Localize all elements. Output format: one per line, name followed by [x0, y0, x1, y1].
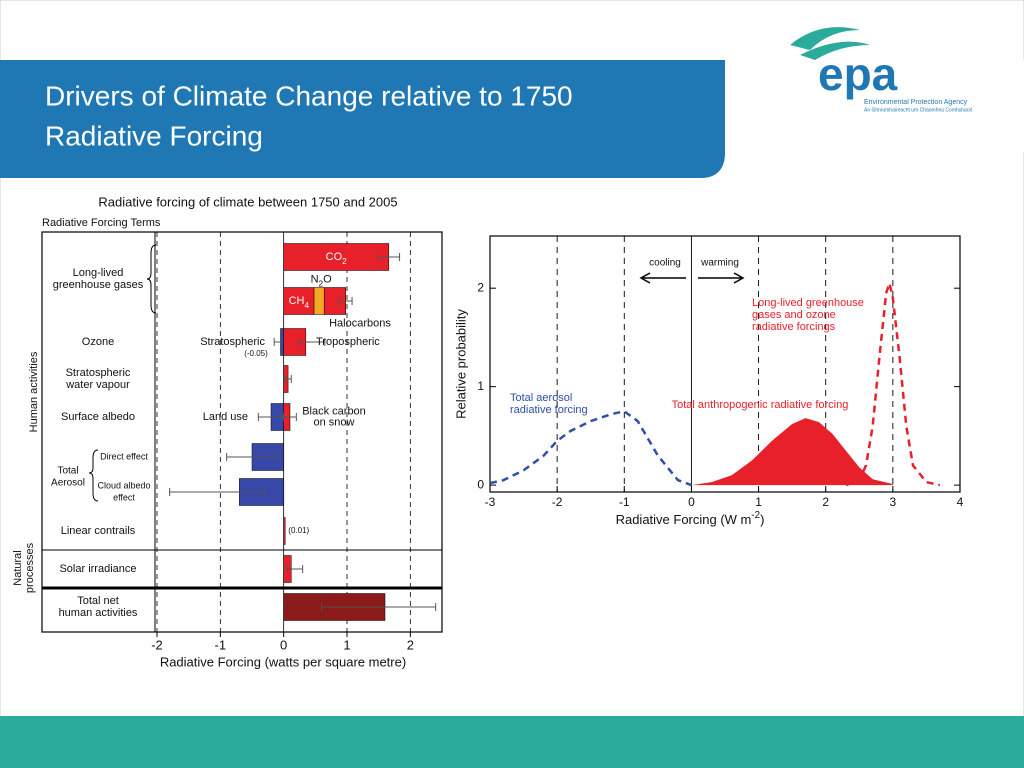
bar	[283, 287, 315, 315]
logo-name: epa	[818, 48, 898, 100]
chart-title: Radiative forcing of climate between 175…	[98, 194, 397, 209]
brace	[88, 449, 99, 502]
bar-label-part: 4	[305, 301, 310, 310]
row-label: Direct effect	[100, 451, 148, 461]
x-axis-label: Radiative Forcing (W m-2)	[616, 510, 765, 527]
bar-label-part: Tropospheric	[316, 336, 380, 348]
row-label: Ozone	[82, 336, 114, 348]
x-axis-label-part: Radiative Forcing (W m	[616, 512, 752, 527]
row-label: human activities	[59, 607, 138, 619]
logo-swoosh	[790, 27, 870, 60]
value-label: (0.01)	[288, 526, 309, 535]
series-label: radiative forcings	[752, 321, 836, 333]
x-tick-label: -3	[485, 495, 496, 509]
logo-area	[725, 60, 1024, 152]
x-axis-label-part: )	[760, 512, 764, 527]
frame	[41, 231, 443, 633]
x-axis-label-part: -2	[751, 510, 760, 521]
row-label: Stratospheric	[66, 367, 131, 379]
chart-subtitle: Radiative Forcing Terms	[42, 217, 161, 229]
x-tick-label: 0	[688, 495, 695, 509]
title: Radiative Forcing	[45, 120, 263, 151]
x-tick-label: -2	[151, 637, 163, 652]
series-label: Total aerosol	[510, 392, 572, 404]
x-tick-label: 3	[890, 495, 897, 509]
frame	[489, 235, 961, 493]
line	[845, 278, 941, 487]
bar-label: Halocarbons	[329, 317, 391, 329]
bar-label-part: Stratospheric	[200, 336, 265, 348]
footer-band	[0, 716, 1024, 768]
row-label: Total net	[77, 595, 119, 607]
row-label: greenhouse gases	[53, 279, 144, 291]
bar-label-part: Halocarbons	[329, 317, 391, 329]
brace	[146, 244, 157, 314]
x-tick-label: 2	[822, 495, 829, 509]
bar-label-part: 2	[342, 257, 347, 266]
row-label: Linear contrails	[61, 525, 136, 537]
title: Drivers of Climate Change relative to 17…	[45, 80, 573, 111]
bar-label-part: N	[311, 273, 319, 285]
bar-label-part: O	[323, 273, 332, 285]
group-label: Total	[57, 466, 78, 477]
x-tick-label: 2	[407, 637, 414, 652]
arrow	[698, 272, 745, 284]
bar-label: Stratospheric	[200, 336, 265, 348]
bar-label: CH4	[289, 295, 310, 310]
bar-label: Tropospheric	[316, 336, 380, 348]
bar-label-part: CO	[326, 251, 343, 263]
area	[691, 418, 893, 486]
annotation: warming	[700, 258, 739, 269]
annotation: cooling	[649, 258, 681, 269]
row-label: Solar irradiance	[59, 563, 136, 575]
y-tick-label: 0	[477, 477, 484, 491]
series-label: gases and ozone	[752, 309, 836, 321]
y-tick-label: 2	[477, 280, 484, 294]
bar-label-part: 2	[319, 279, 324, 288]
y-tick-label: 1	[477, 379, 484, 393]
bar	[283, 517, 286, 545]
x-tick-label: 0	[280, 637, 287, 652]
logo-subtitle: Environmental Protection Agency	[864, 99, 968, 106]
value-label: (-0.05)	[244, 349, 268, 358]
bar-label: Land use	[203, 411, 248, 423]
series-label: Total anthropogenic radiative forcing	[672, 399, 849, 411]
x-axis-label: Radiative Forcing (watts per square metr…	[160, 654, 406, 669]
x-tick-label: -2	[552, 495, 563, 509]
group-label: processes	[24, 542, 36, 593]
bar-label-part: CH	[289, 295, 305, 307]
series-label: radiative forcing	[510, 404, 588, 416]
row-label: Surface albedo	[61, 411, 135, 423]
bar-label: CO2	[326, 251, 348, 266]
group-label: Natural	[12, 550, 24, 585]
series-label: Long-lived greenhouse	[752, 297, 864, 309]
bar-label-part: Land use	[203, 411, 248, 423]
bar	[313, 287, 325, 315]
bar-label: on snow	[314, 416, 355, 428]
x-tick-label: 1	[755, 495, 762, 509]
x-tick-label: 1	[343, 637, 350, 652]
logo-irish: An Ghníomhaireacht um Chaomhnú Comhshaoi…	[864, 107, 972, 113]
bar-label: Black carbon	[302, 405, 366, 417]
x-tick-label: -1	[619, 495, 630, 509]
bar-label: N2O	[311, 273, 333, 288]
forcing-chart: Radiative forcing of climate between 175…	[12, 194, 443, 669]
arrow	[639, 272, 686, 284]
group-label: Human activities	[28, 351, 40, 432]
y-axis-label: Relative probability	[453, 309, 468, 419]
row-label: Cloud albedo	[97, 480, 150, 490]
row-label: water vapour	[65, 379, 130, 391]
x-tick-label: -1	[215, 637, 227, 652]
line	[489, 409, 692, 487]
row-label: effect	[113, 492, 135, 502]
group-label: Aerosol	[51, 478, 85, 489]
x-tick-label: 4	[957, 495, 964, 509]
row-label: Long-lived	[73, 267, 124, 279]
